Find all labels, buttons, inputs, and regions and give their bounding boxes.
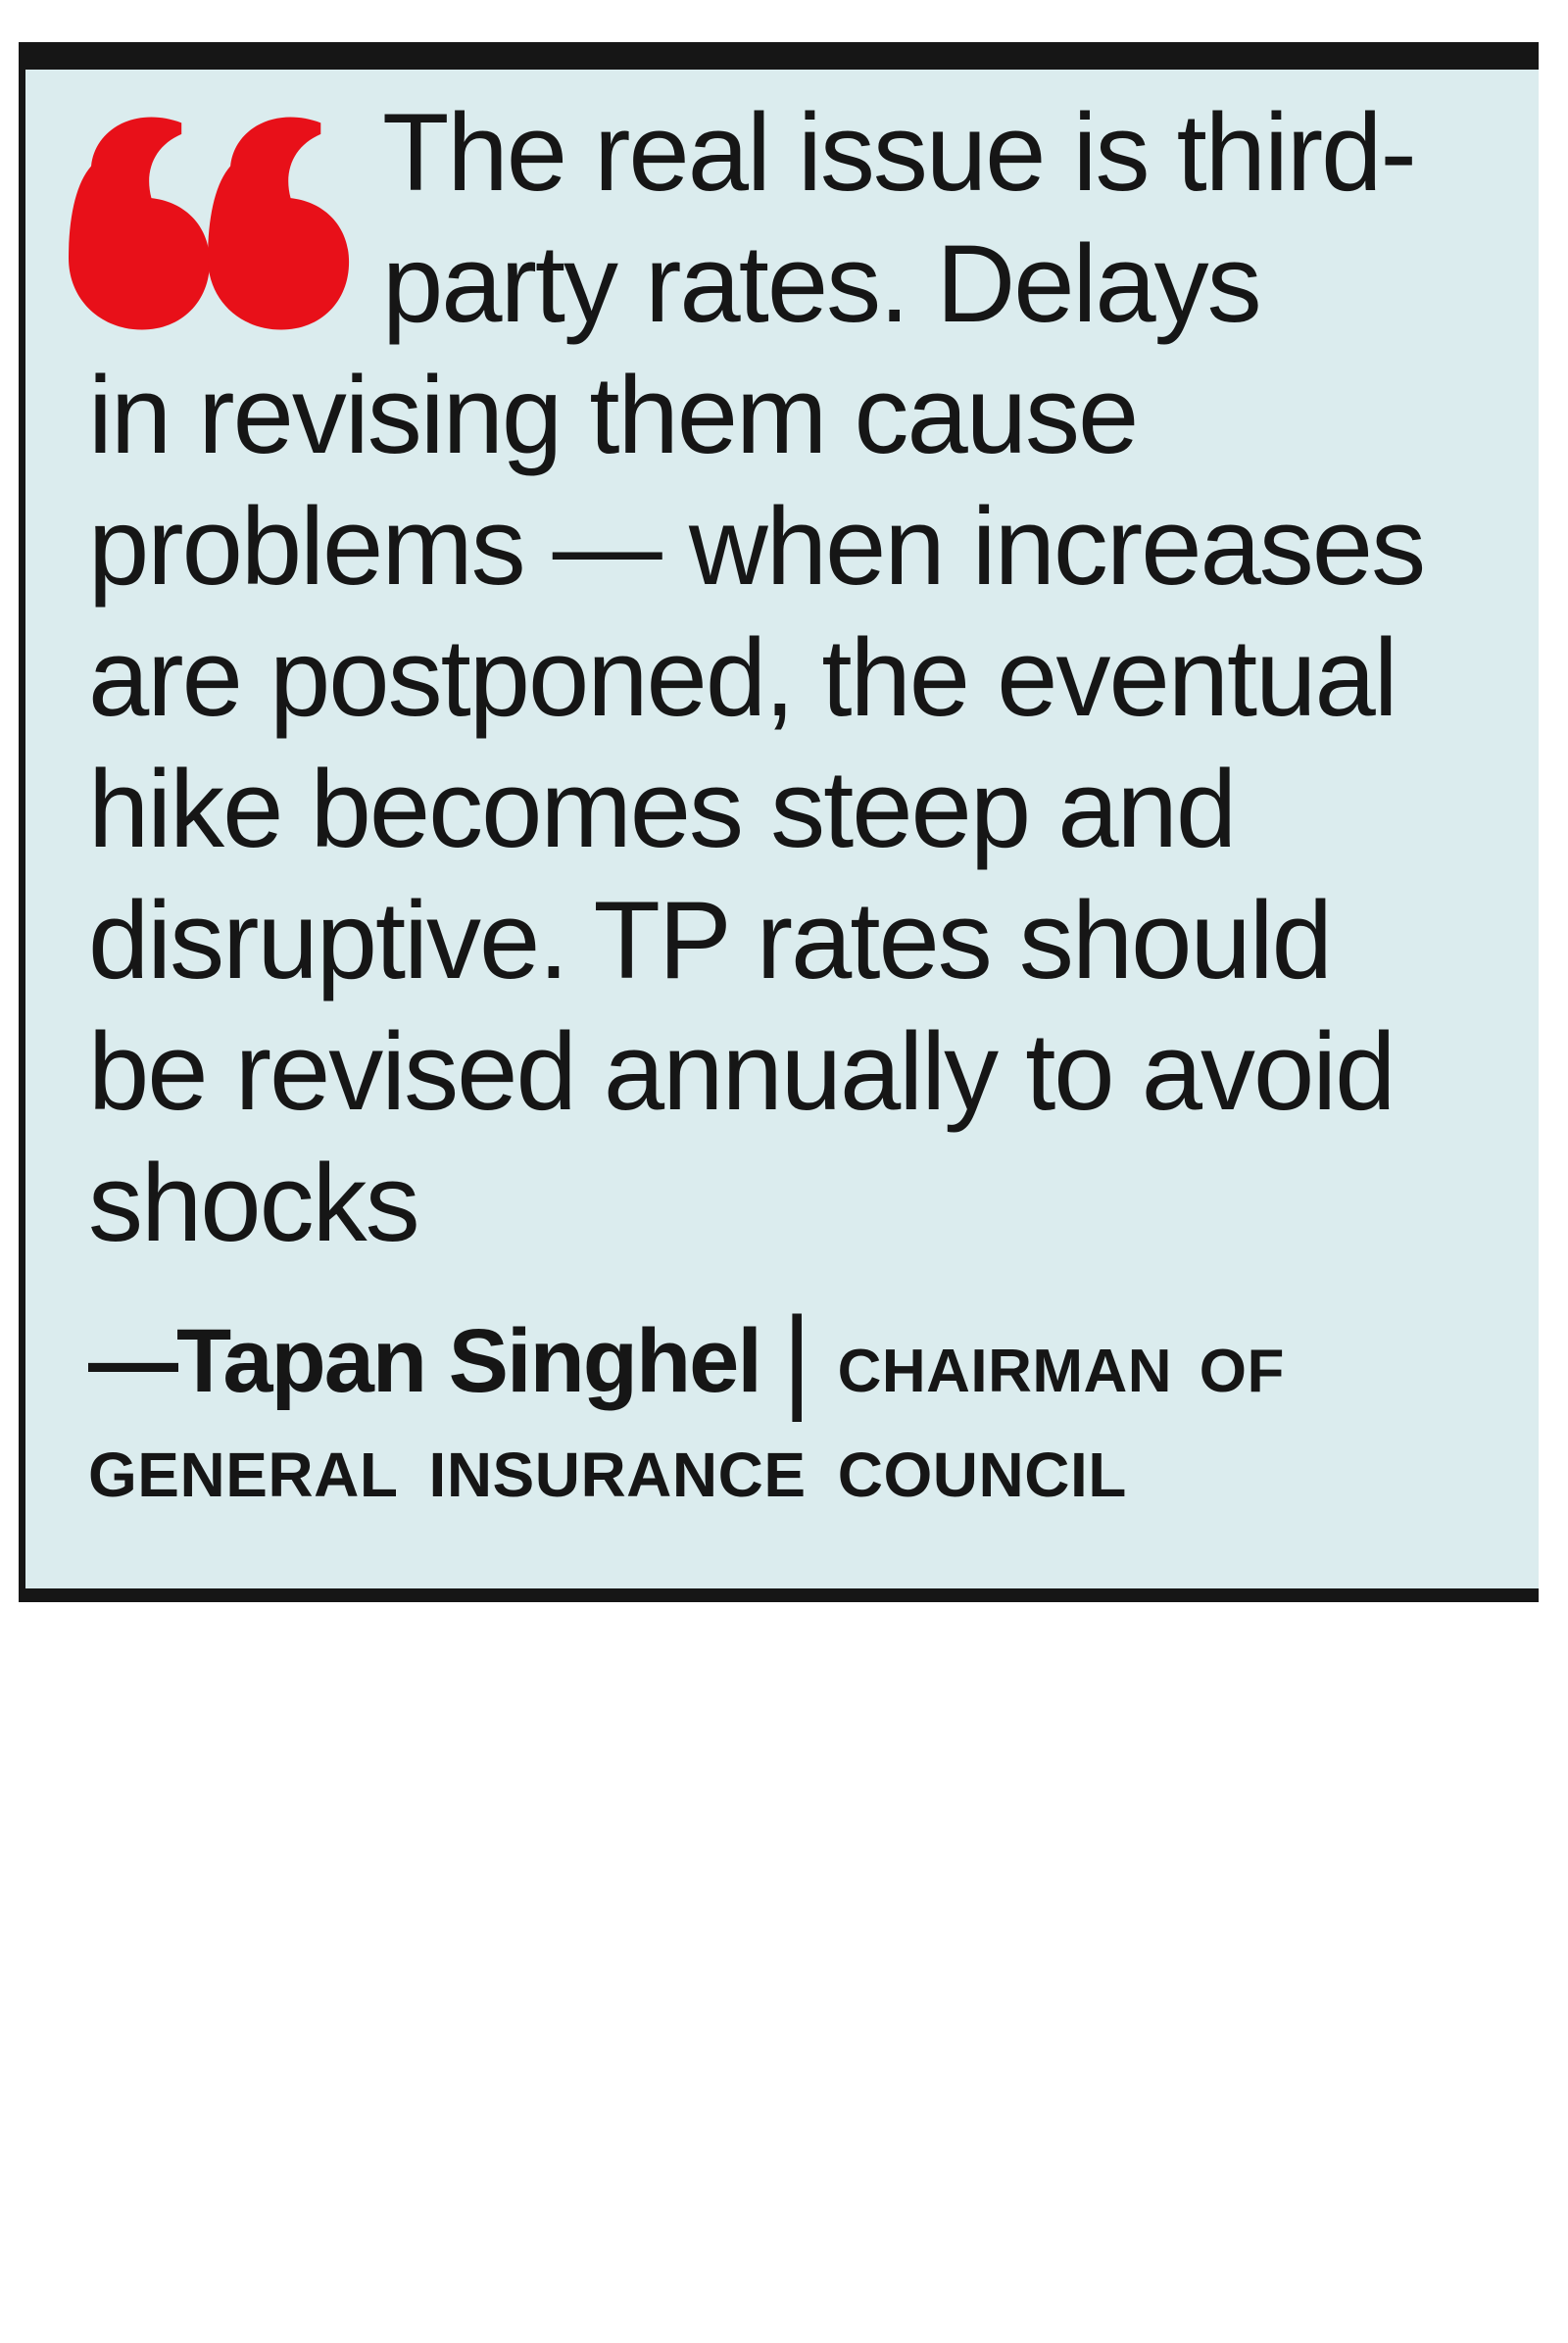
- quote-line: problems — when increases: [88, 485, 1426, 608]
- quote-line: in revising them cause: [88, 354, 1139, 476]
- attribution-title-bottom: GENERAL INSURANCE COUNCIL: [88, 1440, 1127, 1510]
- attribution: —Tapan Singhel | CHAIRMAN OF GENERAL INS…: [88, 1294, 1521, 1511]
- quote-line: disruptive. TP rates should: [88, 879, 1333, 1001]
- quote-line: are postponed, the eventual: [88, 616, 1398, 739]
- attribution-line-1: —Tapan Singhel | CHAIRMAN OF: [88, 1294, 1285, 1423]
- attribution-title-top: CHAIRMAN OF: [837, 1338, 1285, 1405]
- quote-line: shocks: [88, 1142, 420, 1264]
- pull-quote-content: The real issue is third- party rates. De…: [25, 70, 1539, 1588]
- quote-line: hike becomes steep and: [88, 748, 1237, 870]
- quote-text: The real issue is third- party rates. De…: [88, 87, 1521, 1269]
- quote-line: party rates. Delays: [382, 222, 1262, 345]
- opening-double-quote-icon: [69, 111, 351, 338]
- quote-line: be revised annually to avoid: [88, 1010, 1396, 1133]
- pull-quote-box: The real issue is third- party rates. De…: [19, 42, 1539, 1602]
- attribution-name: —Tapan Singhel: [88, 1311, 762, 1411]
- quote-line: The real issue is third-: [382, 91, 1417, 214]
